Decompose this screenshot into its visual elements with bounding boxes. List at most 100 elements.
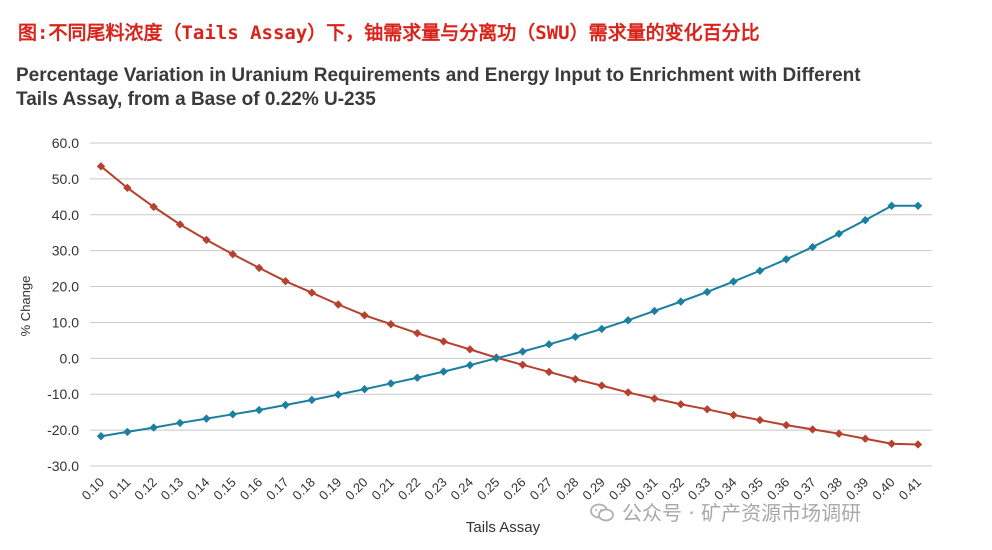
data-point-series-1 — [307, 288, 317, 297]
wechat-icon — [590, 503, 614, 523]
data-point-series-1 — [228, 250, 237, 259]
data-point-series-1 — [386, 320, 396, 329]
data-point-series-2 — [544, 340, 554, 349]
data-point-series-1 — [439, 337, 448, 346]
x-tick-label: 0.24 — [448, 475, 477, 504]
x-tick-label: 0.19 — [316, 475, 345, 504]
y-tick-label: -10.0 — [47, 386, 79, 402]
data-point-series-1 — [913, 440, 923, 449]
x-tick-label: 0.25 — [474, 475, 503, 504]
data-point-series-2 — [913, 201, 923, 211]
x-tick-label: 0.23 — [421, 475, 450, 504]
data-point-series-1 — [755, 415, 765, 425]
data-point-series-1 — [544, 367, 554, 377]
data-point-series-2 — [254, 405, 264, 415]
x-tick-label: 0.28 — [553, 475, 582, 504]
data-point-series-2 — [149, 423, 158, 432]
y-tick-label: 10.0 — [52, 314, 79, 330]
x-tick-label: 0.15 — [210, 475, 239, 504]
x-tick-label: 0.26 — [500, 475, 529, 504]
data-point-series-1 — [887, 439, 896, 448]
x-tick-label: 0.16 — [237, 475, 266, 504]
data-point-series-2 — [808, 242, 817, 252]
data-point-series-2 — [887, 201, 896, 211]
data-point-series-2 — [307, 395, 317, 405]
y-tick-label: -20.0 — [47, 422, 79, 438]
data-point-series-1 — [175, 220, 185, 229]
x-tick-label: 0.20 — [342, 475, 371, 504]
data-point-series-2 — [492, 354, 501, 363]
data-point-series-2 — [729, 277, 738, 286]
x-tick-label: 0.12 — [131, 475, 160, 504]
series-line-2 — [100, 204, 918, 438]
y-tick-label: 20.0 — [52, 279, 79, 295]
data-point-series-1 — [465, 345, 475, 354]
watermark-text: 公众号 · 矿产资源市场调研 — [622, 501, 862, 525]
data-point-series-1 — [834, 429, 844, 438]
data-point-series-2 — [782, 255, 791, 264]
data-point-series-1 — [597, 381, 606, 390]
data-point-series-1 — [623, 388, 633, 397]
y-tick-label: -30.0 — [47, 458, 79, 474]
data-point-series-1 — [123, 183, 132, 193]
data-point-series-2 — [386, 379, 396, 388]
x-tick-label: 0.41 — [896, 475, 925, 504]
data-point-series-2 — [360, 384, 369, 394]
x-tick-label: 0.18 — [289, 475, 318, 504]
x-tick-label: 0.27 — [527, 475, 556, 504]
data-point-series-1 — [254, 263, 264, 273]
data-point-series-1 — [413, 329, 422, 338]
x-tick-label: 0.10 — [79, 475, 108, 504]
figure-caption: 图:不同尾料浓度（Tails Assay）下，铀需求量与分离功（SWU）需求量的… — [18, 22, 760, 44]
data-point-series-1 — [518, 360, 527, 369]
data-point-series-2 — [123, 427, 132, 437]
data-point-series-1 — [571, 374, 580, 384]
data-point-series-1 — [861, 434, 870, 443]
data-point-series-1 — [729, 410, 738, 420]
y-tick-label: 40.0 — [52, 207, 79, 223]
data-point-series-2 — [439, 367, 448, 376]
data-point-series-2 — [571, 332, 580, 341]
data-point-series-1 — [782, 420, 791, 430]
x-tick-label: 0.40 — [869, 475, 898, 504]
data-point-series-1 — [281, 276, 290, 286]
x-tick-label: 0.13 — [158, 475, 187, 504]
data-point-series-2 — [202, 414, 211, 423]
y-axis-label: % Change — [18, 276, 33, 337]
series-group — [96, 162, 923, 449]
x-tick-label: 0.22 — [395, 475, 424, 504]
series-line-1 — [100, 165, 919, 446]
data-point-series-2 — [281, 400, 290, 410]
y-tick-label: 60.0 — [52, 135, 79, 151]
data-point-series-2 — [228, 410, 237, 419]
data-point-series-2 — [702, 287, 712, 297]
y-tick-label: 30.0 — [52, 243, 79, 259]
chart-title: Percentage Variation in Uranium Requirem… — [16, 65, 861, 110]
data-point-series-2 — [834, 229, 844, 238]
y-tick-label: 0.0 — [60, 350, 80, 366]
data-point-series-1 — [202, 235, 211, 245]
x-tick-label: 0.11 — [106, 475, 134, 503]
x-tick-label: 0.17 — [263, 475, 292, 504]
y-axis-ticks: 60.0 50.0 40.0 30.0 20.0 10.0 0.0 -10.0 -20.0 -30… — [47, 135, 79, 474]
data-point-series-2 — [623, 316, 633, 325]
data-point-series-2 — [861, 215, 870, 225]
data-point-series-2 — [465, 360, 475, 370]
data-point-series-1 — [808, 425, 817, 434]
data-point-series-1 — [96, 162, 106, 171]
data-point-series-2 — [175, 418, 185, 428]
x-tick-label: 0.14 — [184, 475, 213, 504]
x-tick-label: 0.21 — [369, 475, 398, 504]
data-point-series-2 — [676, 297, 686, 306]
gridlines — [90, 142, 932, 467]
data-point-series-1 — [676, 400, 686, 409]
data-point-series-2 — [333, 390, 343, 399]
y-tick-label: 50.0 — [52, 171, 79, 187]
data-point-series-1 — [149, 202, 158, 212]
data-point-series-1 — [702, 405, 712, 414]
data-point-series-2 — [96, 432, 106, 441]
data-point-series-2 — [650, 306, 659, 316]
x-axis-label: Tails Assay — [466, 519, 541, 536]
data-point-series-1 — [360, 311, 369, 320]
